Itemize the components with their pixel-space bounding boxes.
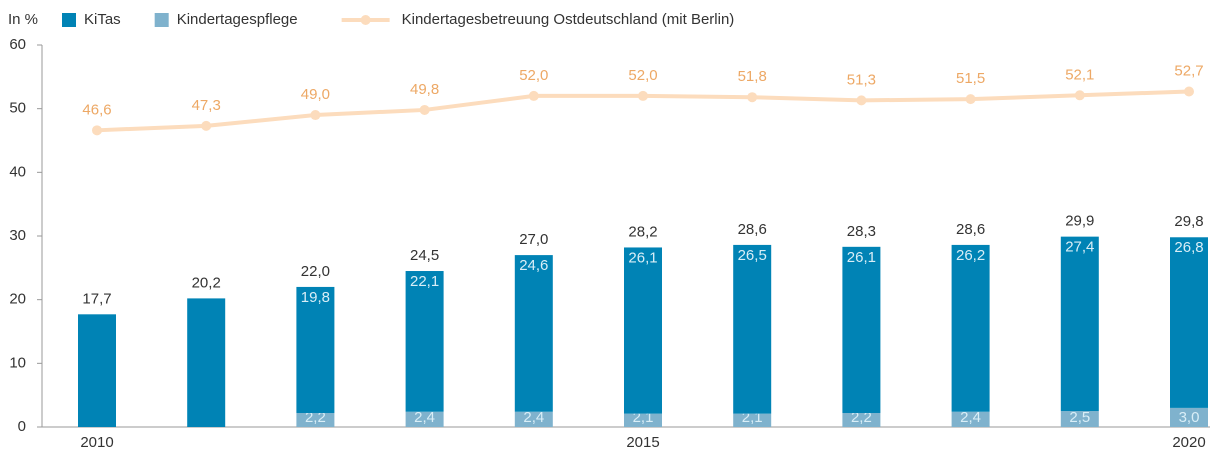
bar-segment — [1170, 407, 1208, 427]
x-tick-label: 2015 — [626, 434, 659, 451]
line-value-label: 49,0 — [301, 86, 330, 103]
line-value-label: 52,0 — [519, 67, 548, 84]
line-marker — [638, 90, 648, 101]
y-tick-label: 50 — [9, 100, 26, 117]
bar-value-label: 2,4 — [414, 409, 435, 426]
bar-segment — [951, 411, 990, 427]
bar-value-label: 19,8 — [301, 289, 330, 306]
bar-segment — [187, 298, 226, 427]
bar-segment — [733, 413, 772, 427]
y-unit-label: In % — [8, 11, 38, 28]
line-value-label: 49,8 — [410, 81, 439, 98]
line-value-label: 47,3 — [192, 97, 221, 114]
bar-value-label: 2,5 — [1069, 409, 1090, 426]
bar-segment — [296, 412, 335, 427]
x-tick-label: 2020 — [1172, 434, 1205, 451]
line-marker — [201, 120, 212, 131]
legend-swatch — [154, 13, 169, 27]
legend-marker — [360, 15, 371, 25]
total-label: 28,6 — [956, 221, 985, 238]
bar-value-label: 26,1 — [847, 249, 876, 266]
line-value-label: 46,6 — [82, 101, 111, 118]
line-marker — [1184, 86, 1194, 97]
line-value-label: 52,0 — [628, 67, 657, 84]
y-tick-label: 0 — [18, 418, 26, 435]
bar-segment — [1170, 237, 1208, 408]
bar-value-label: 26,2 — [956, 247, 985, 264]
line-value-label: 51,8 — [738, 68, 767, 85]
bar-value-label: 2,4 — [523, 409, 544, 426]
bar-value-label: 3,0 — [1179, 409, 1200, 426]
bar-value-label: 2,4 — [960, 409, 981, 426]
bar-segment — [624, 413, 662, 427]
line-value-label: 52,7 — [1174, 62, 1203, 79]
bar-value-label: 22,1 — [410, 273, 439, 290]
total-label: 28,3 — [847, 223, 876, 240]
line-value-label: 51,3 — [847, 71, 876, 88]
bar-segment — [842, 412, 881, 427]
total-label: 28,2 — [628, 223, 657, 240]
bar-value-label: 24,6 — [519, 257, 548, 274]
bar-value-label: 26,8 — [1174, 239, 1203, 256]
total-label: 28,6 — [738, 221, 767, 238]
legend-label: KiTas — [84, 11, 121, 28]
bar-segment — [405, 271, 444, 412]
bar-value-label: 26,1 — [628, 249, 657, 266]
x-tick-label: 2010 — [80, 434, 113, 451]
line-marker — [747, 92, 758, 103]
total-label: 20,2 — [192, 274, 221, 291]
line-marker — [1074, 90, 1085, 101]
bar-segment — [296, 286, 335, 413]
legend-label: Kindertagesbetreuung Ostdeutschland (mit… — [402, 11, 735, 28]
bar-segment — [405, 411, 444, 427]
line-marker — [310, 110, 321, 121]
total-label: 24,5 — [410, 247, 439, 264]
total-label: 29,8 — [1174, 213, 1203, 230]
bar-value-label: 27,4 — [1065, 239, 1094, 256]
bar-segment — [514, 411, 553, 427]
bar-segment — [1060, 236, 1099, 412]
y-tick-label: 60 — [9, 36, 26, 53]
total-label: 27,0 — [519, 231, 548, 248]
bar-segment — [951, 244, 990, 412]
total-label: 22,0 — [301, 263, 330, 280]
y-tick-label: 40 — [9, 163, 26, 180]
bar-segment — [733, 244, 772, 414]
bar-segment — [1060, 411, 1099, 427]
total-label: 29,9 — [1065, 213, 1094, 230]
line-value-label: 52,1 — [1065, 66, 1094, 83]
legend-swatch — [62, 13, 76, 27]
bar-value-label: 2,2 — [305, 409, 326, 426]
line-marker — [92, 125, 102, 136]
bar-segment — [842, 246, 881, 413]
total-label: 17,7 — [82, 290, 111, 307]
bar-value-label: 26,5 — [738, 247, 767, 264]
line-marker — [856, 95, 867, 106]
y-tick-label: 30 — [9, 227, 26, 244]
bar-segment — [624, 247, 662, 414]
line-marker — [419, 104, 430, 115]
y-tick-label: 20 — [9, 291, 26, 308]
bar-segment — [514, 255, 553, 412]
bar-value-label: 2,2 — [851, 409, 872, 426]
y-tick-label: 10 — [9, 354, 26, 371]
line-value-label: 51,5 — [956, 70, 985, 87]
line-marker — [965, 94, 976, 105]
legend-label: Kindertagespflege — [177, 11, 298, 28]
line-marker — [528, 90, 539, 101]
bar-segment — [78, 314, 116, 427]
